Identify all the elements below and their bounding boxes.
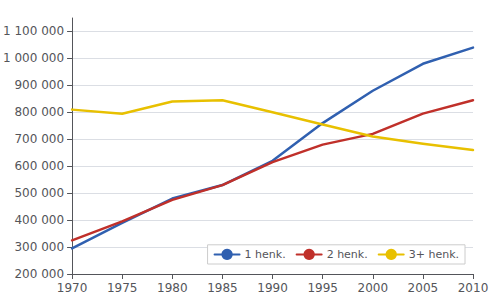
svg-text:1 000 000: 1 000 000	[3, 51, 64, 65]
svg-text:700 000: 700 000	[14, 132, 64, 146]
svg-text:400 000: 400 000	[14, 213, 64, 227]
svg-text:900 000: 900 000	[14, 78, 64, 92]
svg-text:1970: 1970	[57, 281, 88, 295]
svg-text:2005: 2005	[408, 281, 439, 295]
svg-text:1 henk.: 1 henk.	[245, 248, 286, 261]
svg-text:1 100 000: 1 100 000	[3, 24, 64, 38]
svg-text:1995: 1995	[307, 281, 338, 295]
svg-text:1980: 1980	[157, 281, 188, 295]
svg-text:500 000: 500 000	[14, 186, 64, 200]
svg-text:800 000: 800 000	[14, 105, 64, 119]
svg-text:300 000: 300 000	[14, 240, 64, 254]
svg-text:2000: 2000	[357, 281, 388, 295]
svg-text:2010: 2010	[458, 281, 489, 295]
svg-text:2 henk.: 2 henk.	[327, 248, 368, 261]
svg-text:200 000: 200 000	[14, 267, 64, 281]
svg-text:1990: 1990	[257, 281, 288, 295]
svg-text:1985: 1985	[207, 281, 238, 295]
svg-text:3+ henk.: 3+ henk.	[409, 248, 459, 261]
svg-text:600 000: 600 000	[14, 159, 64, 173]
svg-text:1975: 1975	[107, 281, 138, 295]
